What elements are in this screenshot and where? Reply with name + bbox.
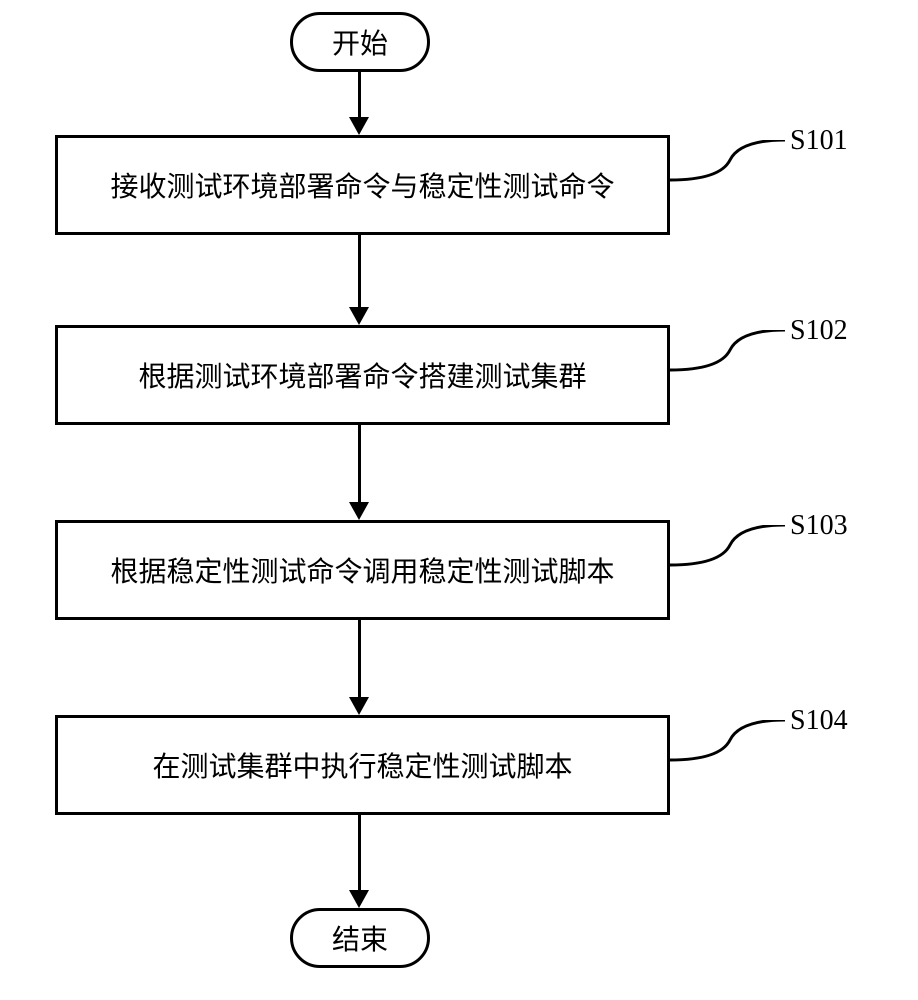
start-terminal: 开始	[290, 12, 430, 72]
connector-curve-3	[670, 525, 785, 580]
arrow-head-4	[349, 697, 369, 715]
end-label: 结束	[332, 918, 388, 958]
connector-curve-4	[670, 720, 785, 775]
flowchart-container: 开始 接收测试环境部署命令与稳定性测试命令 S101 根据测试环境部署命令搭建测…	[0, 0, 918, 1000]
arrow-head-5	[349, 890, 369, 908]
start-label: 开始	[332, 22, 388, 62]
step-id-2: S102	[790, 315, 848, 347]
step-id-1: S101	[790, 125, 848, 157]
arrow-2	[358, 235, 361, 307]
step-id-4: S104	[790, 705, 848, 737]
arrow-5	[358, 815, 361, 890]
connector-curve-1	[670, 140, 785, 195]
arrow-1	[358, 72, 361, 117]
process-step-3: 根据稳定性测试命令调用稳定性测试脚本	[55, 520, 670, 620]
end-terminal: 结束	[290, 908, 430, 968]
arrow-head-3	[349, 502, 369, 520]
step2-label: 根据测试环境部署命令搭建测试集群	[138, 355, 586, 395]
step3-label: 根据稳定性测试命令调用稳定性测试脚本	[110, 550, 614, 590]
arrow-head-1	[349, 117, 369, 135]
connector-curve-2	[670, 330, 785, 385]
process-step-4: 在测试集群中执行稳定性测试脚本	[55, 715, 670, 815]
step-id-3: S103	[790, 510, 848, 542]
process-step-1: 接收测试环境部署命令与稳定性测试命令	[55, 135, 670, 235]
step4-label: 在测试集群中执行稳定性测试脚本	[152, 745, 572, 785]
arrow-head-2	[349, 307, 369, 325]
process-step-2: 根据测试环境部署命令搭建测试集群	[55, 325, 670, 425]
arrow-4	[358, 620, 361, 697]
step1-label: 接收测试环境部署命令与稳定性测试命令	[110, 165, 614, 205]
arrow-3	[358, 425, 361, 502]
